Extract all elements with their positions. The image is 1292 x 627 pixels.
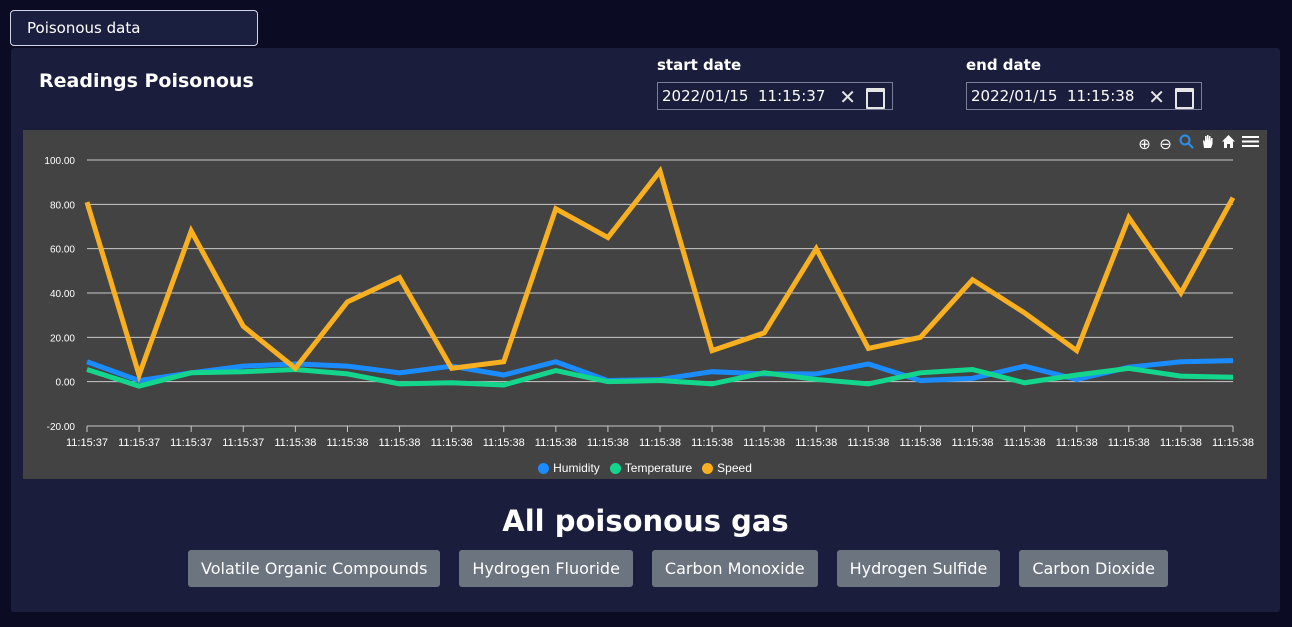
x-tick-label: 11:15:38 [379,437,421,449]
series-line-temperature [86,365,1234,389]
calendar-icon[interactable] [1175,88,1194,109]
calendar-icon[interactable] [866,88,885,109]
clear-icon[interactable]: ✕ [839,85,856,109]
gas-button-volatile-organic-compounds[interactable]: Volatile Organic Compounds [188,550,441,587]
x-tick-label: 11:15:38 [1004,437,1046,449]
tab-label: Poisonous data [27,19,141,37]
start-date-group: start date 2022/01/15 11:15:37 ✕ [657,56,893,110]
chart-plot: 100.00 80.00 60.00 40.00 20.00 0.00 -20.00 11:1… [44,156,1254,449]
y-tick-label: 100.00 [44,156,75,167]
x-tick-label: 11:15:38 [483,437,525,449]
gas-button-hydrogen-fluoride[interactable]: Hydrogen Fluoride [459,550,633,587]
legend-marker [702,462,714,474]
legend-item-speed[interactable]: Speed [702,461,752,475]
y-tick-label: 80.00 [50,200,75,211]
gas-button-carbon-dioxide[interactable]: Carbon Dioxide [1019,550,1169,587]
x-tick-label: 11:15:38 [952,437,994,449]
chart-toolbar: ⊕ ⊖ [1137,134,1259,153]
x-tick-label: 11:15:38 [639,437,681,449]
legend-label: Speed [717,461,752,475]
x-tick-label: 11:15:37 [66,437,108,449]
x-tick-label: 11:15:37 [170,437,212,449]
legend-label: Temperature [624,461,693,475]
chart-legend: Humidity Temperature Speed [23,461,1267,475]
x-tick-label: 11:15:38 [535,437,577,449]
x-tick-label: 11:15:38 [899,437,941,449]
zoom-out-icon[interactable]: ⊖ [1159,134,1172,153]
legend-marker [538,462,550,474]
end-date-input[interactable]: 2022/01/15 11:15:38 ✕ [966,82,1202,110]
x-tick-label: 11:15:38 [1212,437,1254,449]
menu-icon[interactable] [1242,134,1259,153]
y-tick-label: -20.00 [47,422,76,433]
legend-marker [609,462,621,474]
x-tick-label: 11:15:38 [587,437,629,449]
gas-button-hydrogen-sulfide[interactable]: Hydrogen Sulfide [836,550,1001,587]
readings-chart: ⊕ ⊖ 100.00 80.00 60.00 40.00 20.00 0.00 -20.00… [23,130,1267,479]
x-tick-label: 11:15:38 [1160,437,1202,449]
zoom-select-icon[interactable] [1179,134,1194,153]
clear-icon[interactable]: ✕ [1148,85,1165,109]
readings-panel: Readings Poisonous start date 2022/01/15… [11,48,1280,612]
zoom-in-icon[interactable]: ⊕ [1138,134,1151,153]
section-title: All poisonous gas [502,504,789,538]
x-tick-label: 11:15:38 [795,437,837,449]
x-tick-label: 11:15:37 [118,437,160,449]
end-date-label: end date [966,56,1042,74]
end-date-group: end date 2022/01/15 11:15:38 ✕ [966,56,1202,110]
series-line-speed [84,165,1236,383]
panel-title: Readings Poisonous [39,70,254,92]
y-tick-label: 40.00 [50,289,75,300]
y-tick-label: 20.00 [50,333,75,344]
x-tick-label: 11:15:37 [222,437,264,449]
x-tick-label: 11:15:38 [1056,437,1098,449]
pan-icon[interactable] [1200,134,1215,153]
gas-buttons: Volatile Organic Compounds Hydrogen Fluor… [188,550,1169,587]
x-tick-label: 11:15:38 [326,437,368,449]
legend-label: Humidity [553,461,600,475]
legend-item-humidity[interactable]: Humidity [538,461,600,475]
x-tick-label: 11:15:38 [847,437,889,449]
end-date-value: 2022/01/15 11:15:38 [971,87,1135,105]
start-date-label: start date [657,56,742,74]
x-tick-label: 11:15:38 [431,437,473,449]
x-tick-label: 11:15:38 [1108,437,1150,449]
home-icon[interactable] [1221,134,1236,153]
x-tick-label: 11:15:38 [691,437,733,449]
legend-item-temperature[interactable]: Temperature [609,461,693,475]
y-tick-label: 0.00 [56,378,76,389]
poisonous-data-tab[interactable]: Poisonous data [10,10,258,46]
start-date-value: 2022/01/15 11:15:37 [662,87,826,105]
x-tick-label: 11:15:38 [274,437,316,449]
y-tick-label: 60.00 [50,245,75,256]
x-tick-label: 11:15:38 [743,437,785,449]
start-date-input[interactable]: 2022/01/15 11:15:37 ✕ [657,82,893,110]
gas-button-carbon-monoxide[interactable]: Carbon Monoxide [651,550,818,587]
